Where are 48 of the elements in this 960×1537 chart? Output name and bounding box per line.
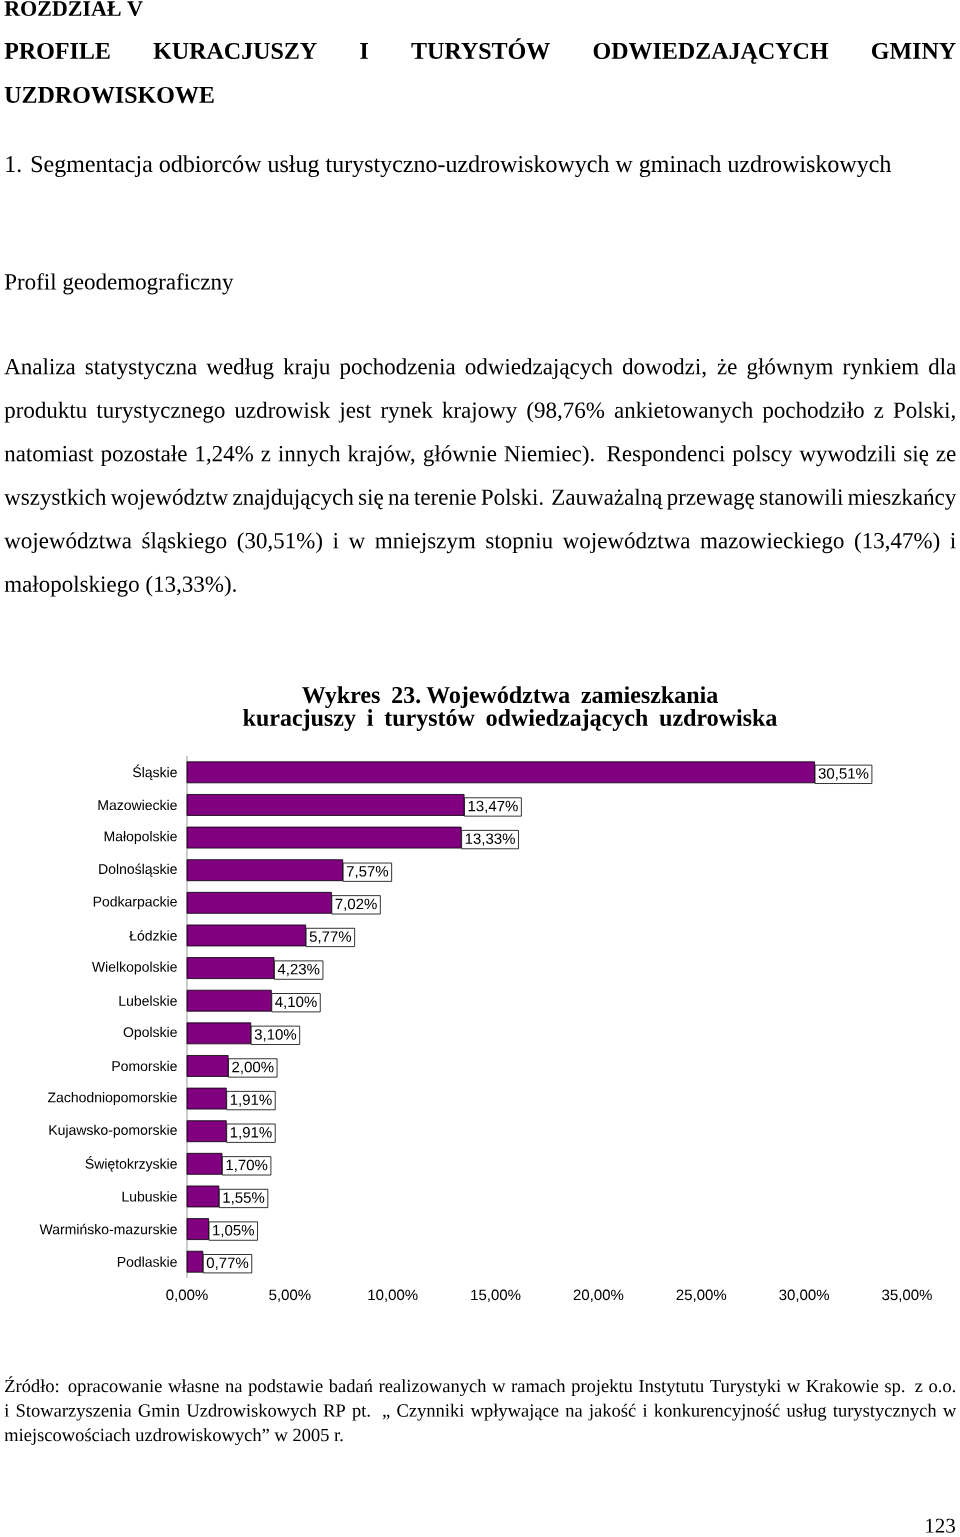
data-label: 1,70%	[226, 1159, 268, 1173]
y-tick-label: Podkarpackie	[93, 896, 177, 910]
y-tick-label: Wielkopolskie	[91, 961, 177, 975]
data-label: 4,23%	[277, 963, 320, 977]
text: 123	[926, 1518, 955, 1533]
data-label: 13,47%	[468, 800, 518, 814]
data-label: 7,57%	[346, 866, 389, 879]
data-label: 13,33%	[465, 833, 515, 846]
y-tick-label: Zachodniopomorskie	[47, 1092, 177, 1106]
y-tick-label: Mazowieckie	[98, 799, 177, 811]
data-label: 2,00%	[232, 1061, 274, 1075]
chart-title: Wykres 23. Województwa zamieszkania kuracjuszy i turystów odwiedzających uzdrowiska	[243, 686, 777, 731]
text: 1. Segmentacja odbiorców usług turystyczno-uzdrowiskowych w gminach uzdrowiskowych	[6, 155, 892, 178]
data-label: 3,10%	[254, 1029, 297, 1042]
data-label: 5,77%	[309, 931, 352, 944]
data-label: 1,55%	[223, 1192, 265, 1205]
y-tick-label: Lubelskie	[119, 995, 177, 1006]
y-tick-label: Opolskie	[123, 1026, 177, 1040]
x-tick-label: 25,00%	[676, 1289, 727, 1302]
text: PROFILE KURACJUSZY I TURYSTÓW ODWIEDZAJĄCYCH GMINY UZDROWISKOWE	[4, 38, 956, 104]
y-tick-label: Dolnośląskie	[99, 863, 177, 877]
y-tick-label: Łódzkie	[129, 930, 177, 941]
x-tick-label: 5,00%	[269, 1289, 311, 1302]
y-tick-label: Kujawsko-pomorskie	[49, 1124, 177, 1138]
data-label: 4,10%	[275, 996, 317, 1009]
x-tick-label: 15,00%	[471, 1289, 521, 1302]
y-tick-label: Małopolskie	[104, 831, 177, 845]
text: Źródło: opracowanie własne na podstawie badań realizowanych w ramach projektu Instytutu Turystyki w Krakowie sp. z o.o. i Stowarzyszenia Gmin Uzdrowiskowych RP pt. „ Czynniki wpływające na jakość i konkurencyjność usług turystycznych w miejscowościach uzdrowiskowych” w 2005 r.	[4, 1376, 957, 1446]
y-tick-label: Śląskie	[132, 764, 177, 781]
y-tick-label: Świętokrzyskie	[85, 1156, 177, 1172]
y-tick-label: Lubuskie	[122, 1191, 177, 1202]
y-tick-label: Pomorskie	[112, 1060, 177, 1072]
text: ROZDZIAŁ V	[4, 1, 143, 17]
data-label: 7,02%	[335, 898, 377, 912]
data-label: 1,91%	[230, 1094, 272, 1107]
y-tick-label: Podlaskie	[117, 1256, 177, 1267]
data-label: 1,05%	[213, 1224, 254, 1238]
x-tick-label: 30,00%	[779, 1289, 830, 1302]
x-tick-label: 20,00%	[573, 1289, 624, 1302]
y-tick-label: Warmińsko-mazurskie	[39, 1223, 177, 1235]
data-label: 1,91%	[230, 1127, 272, 1140]
x-tick-label: 35,00%	[882, 1289, 932, 1302]
text: Analiza statystyczna według kraju pochodzenia odwiedzających dowodzi, że głównym rynkiem dla produktu turystycznego uzdrowisk jest rynek krajowy (98,76% ankietowanych pochodziło z Polski, natomiast pozostałe 1,24% z innych krajów, głównie Niemiec). Respondenci polscy wywodzili się ze wszystkich województw znajdujących się na terenie Polski. Zauważalną przewagę stanowili mieszkańcy województwa śląskiego (30,51%) i w mniejszym stopniu województwa mazowieckiego (13,47%) i małopolskiego (13,33%).	[4, 358, 957, 597]
data-label: 0,77%	[206, 1257, 249, 1270]
x-tick-label: 10,00%	[368, 1289, 418, 1302]
text: Profil geodemograficzny	[4, 273, 234, 295]
data-label: 30,51%	[818, 768, 869, 781]
x-tick-label: 0,00%	[166, 1289, 208, 1302]
